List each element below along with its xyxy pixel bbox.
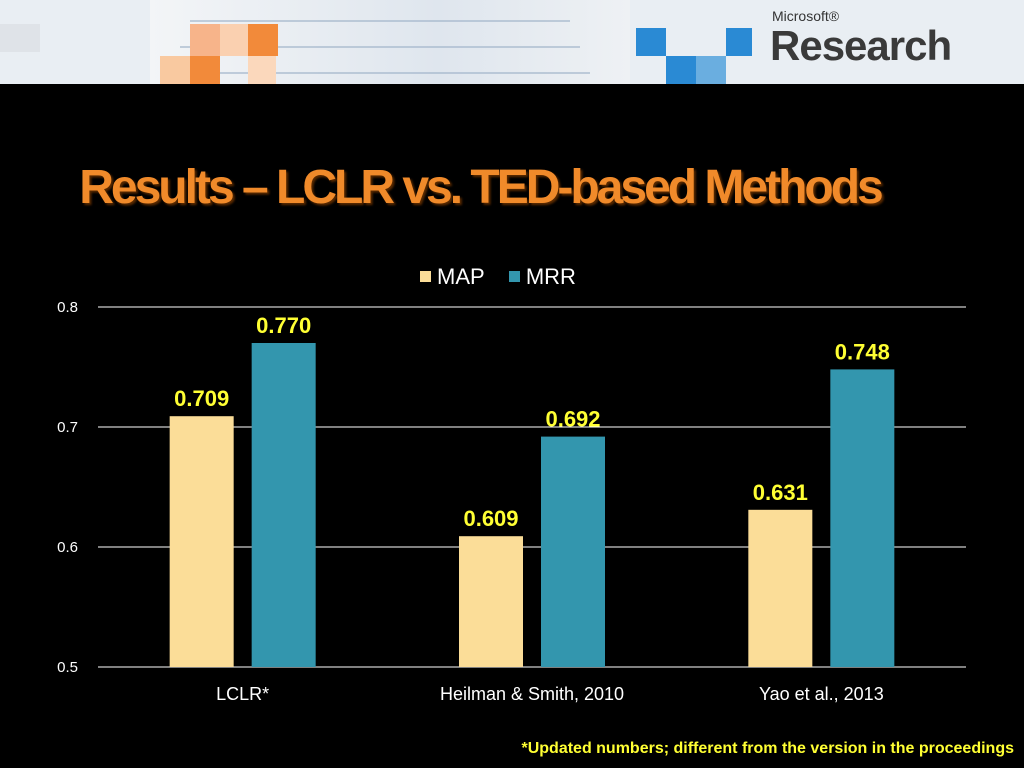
data-label-mrr: 0.748 [835, 339, 890, 364]
bar-mrr [541, 436, 605, 667]
category-label: Heilman & Smith, 2010 [440, 684, 624, 704]
legend-item-map: MAP [420, 264, 485, 290]
legend-label-mrr: MRR [525, 263, 576, 289]
footnote: *Updated numbers; different from the ver… [521, 740, 1014, 757]
legend-item-mrr: MRR [508, 263, 576, 290]
bar-map [748, 509, 813, 667]
y-tick-label: 0.8 [57, 299, 78, 316]
y-tick-label: 0.5 [57, 659, 78, 676]
legend-label-map: MAP [437, 263, 485, 289]
bar-map [459, 536, 523, 667]
slide-header-banner: Microsoft® Research [0, 0, 1024, 84]
data-label-map: 0.609 [463, 506, 518, 531]
y-tick-label: 0.6 [57, 539, 78, 556]
y-tick-label: 0.7 [57, 419, 78, 436]
data-label-mrr: 0.770 [256, 313, 311, 338]
microsoft-logo-text: Microsoft® [772, 8, 840, 24]
slide-title: Results – LCLR vs. TED-based Methods [79, 161, 884, 214]
bar-chart: 0.5 0.6 0.7 0.8 0.709 0.770 LCLR* 0.609 0.692 Hei… [57, 299, 966, 704]
legend-swatch-map [420, 271, 431, 282]
bar-mrr [251, 343, 316, 667]
data-label-map: 0.709 [174, 386, 229, 411]
bar-mrr [830, 369, 895, 667]
legend-swatch-mrr [508, 271, 520, 282]
category-label: LCLR* [216, 684, 269, 704]
category-label: Yao et al., 2013 [759, 684, 884, 704]
data-label-mrr: 0.692 [545, 407, 600, 432]
data-label-map: 0.631 [753, 480, 808, 505]
chart-legend: MAP MRR [420, 262, 594, 290]
research-logo-text: Research [770, 22, 952, 69]
bar-map [169, 416, 234, 667]
